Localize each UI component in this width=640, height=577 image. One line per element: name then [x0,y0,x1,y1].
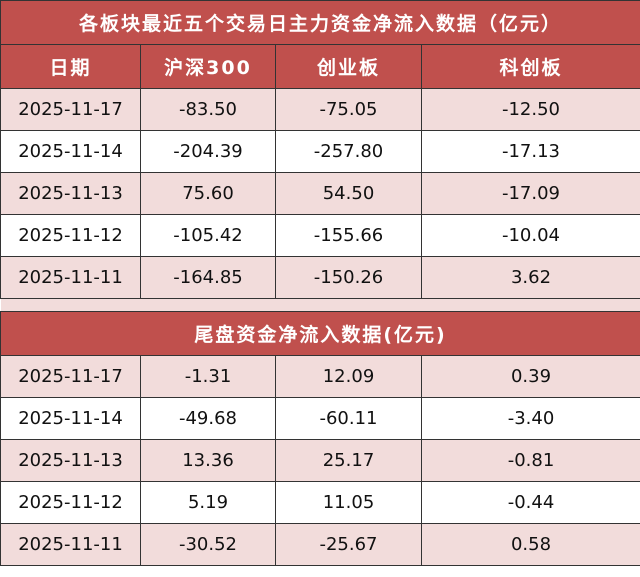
spacer [0,298,640,312]
table-row: 2025-11-14 -49.68 -60.11 -3.40 [0,397,640,440]
col-header-star: 科创板 [420,44,640,89]
hs300-cell: -105.42 [140,214,276,257]
date-cell: 2025-11-11 [0,256,141,299]
chinext-cell: 12.09 [275,355,422,398]
col-header-date: 日期 [0,44,141,89]
chinext-cell: 54.50 [275,172,422,215]
star-cell: -17.13 [420,130,640,173]
star-cell: -12.50 [420,88,640,131]
date-cell: 2025-11-14 [0,130,141,173]
table-row: 2025-11-17 -1.31 12.09 0.39 [0,355,640,398]
date-cell: 2025-11-11 [0,523,141,566]
table-row: 2025-11-14 -204.39 -257.80 -17.13 [0,130,640,173]
chinext-cell: -75.05 [275,88,422,131]
date-cell: 2025-11-17 [0,355,141,398]
hs300-cell: -83.50 [140,88,276,131]
table-row: 2025-11-17 -83.50 -75.05 -12.50 [0,88,640,131]
star-cell: -3.40 [420,397,640,440]
table-row: 2025-11-11 -30.52 -25.67 0.58 [0,523,640,566]
chinext-cell: 25.17 [275,439,422,482]
col-header-chinext: 创业板 [275,44,422,89]
chinext-cell: -60.11 [275,397,422,440]
col-header-hs300: 沪深300 [140,44,276,89]
star-cell: -17.09 [420,172,640,215]
hs300-cell: 75.60 [140,172,276,215]
date-cell: 2025-11-13 [0,172,141,215]
header-row: 日期 沪深300 创业板 科创板 [0,44,640,89]
date-cell: 2025-11-17 [0,88,141,131]
chinext-cell: 11.05 [275,481,422,524]
hs300-cell: 5.19 [140,481,276,524]
hs300-cell: -49.68 [140,397,276,440]
spacer-row [0,298,640,312]
hs300-cell: -204.39 [140,130,276,173]
table-row: 2025-11-12 5.19 11.05 -0.44 [0,481,640,524]
hs300-cell: -30.52 [140,523,276,566]
hs300-cell: 13.36 [140,439,276,482]
star-cell: 3.62 [420,256,640,299]
chinext-cell: -150.26 [275,256,422,299]
chinext-cell: -155.66 [275,214,422,257]
table-row: 2025-11-11 -164.85 -150.26 3.62 [0,256,640,299]
table-row: 2025-11-13 75.60 54.50 -17.09 [0,172,640,215]
star-cell: -0.81 [420,439,640,482]
chinext-cell: -257.80 [275,130,422,173]
date-cell: 2025-11-14 [0,397,141,440]
date-cell: 2025-11-12 [0,214,141,257]
table-row: 2025-11-12 -105.42 -155.66 -10.04 [0,214,640,257]
star-cell: 0.58 [420,523,640,566]
date-cell: 2025-11-12 [0,481,141,524]
star-cell: -0.44 [420,481,640,524]
table1-title: 各板块最近五个交易日主力资金净流入数据（亿元） [0,0,640,45]
chinext-cell: -25.67 [275,523,422,566]
table2-title: 尾盘资金净流入数据(亿元) [0,311,640,356]
hs300-cell: -164.85 [140,256,276,299]
star-cell: -10.04 [420,214,640,257]
star-cell: 0.39 [420,355,640,398]
date-cell: 2025-11-13 [0,439,141,482]
hs300-cell: -1.31 [140,355,276,398]
table-row: 2025-11-13 13.36 25.17 -0.81 [0,439,640,482]
